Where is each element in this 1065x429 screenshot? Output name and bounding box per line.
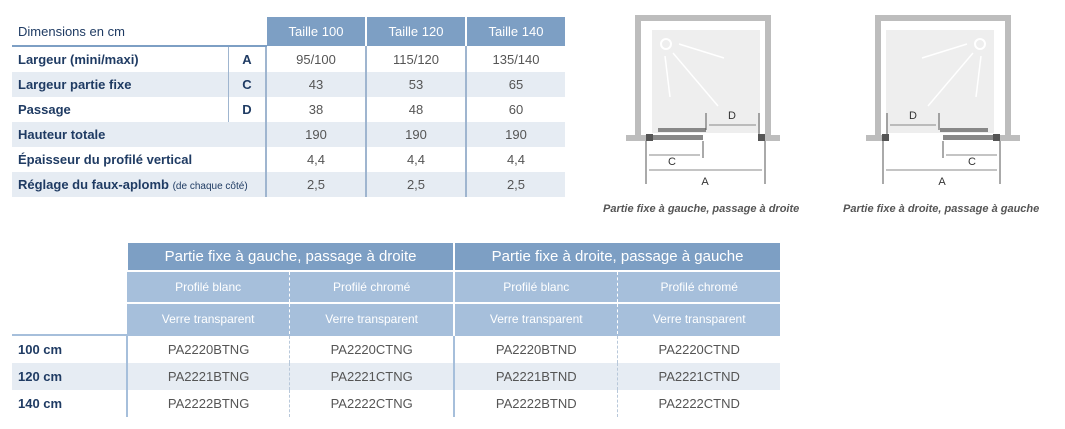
table-row: Réglage du faux-aplomb (de chaque côté) 2… bbox=[12, 172, 565, 197]
label-a: A bbox=[701, 176, 709, 188]
empty-cell bbox=[12, 303, 127, 335]
row-label-text: Réglage du faux-aplomb bbox=[18, 177, 169, 192]
product-code: PA2220BTND bbox=[453, 334, 618, 363]
cell-value: 135/140 bbox=[465, 46, 565, 72]
row-label-text: Largeur (mini/maxi) bbox=[18, 52, 139, 67]
row-label-text: Largeur partie fixe bbox=[18, 77, 132, 92]
row-label: Épaisseur du profilé vertical bbox=[12, 147, 266, 172]
row-label-text: Épaisseur du profilé vertical bbox=[18, 152, 193, 167]
row-label: Passage bbox=[12, 97, 229, 122]
glass-header: Verre transparent bbox=[453, 302, 618, 335]
row-note: (de chaque côté) bbox=[172, 181, 248, 192]
product-code: PA2220CTNG bbox=[289, 334, 455, 363]
product-code: PA2222CTNG bbox=[289, 390, 455, 417]
cell-value: 95/100 bbox=[265, 46, 366, 72]
profile-header: Profilé chromé bbox=[289, 270, 455, 303]
product-code: PA2222BTNG bbox=[126, 390, 290, 417]
row-label: Hauteur totale bbox=[12, 122, 266, 147]
cell-value: 43 bbox=[265, 72, 366, 97]
dimension-letter: D bbox=[228, 97, 266, 122]
diagram-fixed-right: D C A bbox=[866, 15, 1020, 188]
references-table: Partie fixe à gauche, passage à droite P… bbox=[12, 243, 780, 417]
product-code: PA2221BTNG bbox=[126, 363, 290, 390]
table-row: 140 cm PA2222BTNG PA2222CTNG PA2222BTND PA22… bbox=[12, 390, 780, 417]
dimension-letter: C bbox=[228, 72, 266, 97]
label-d: D bbox=[909, 110, 917, 122]
table-row: 100 cm PA2220BTNG PA2220CTNG PA2220BTND PA22… bbox=[12, 334, 780, 363]
size-label: 100 cm bbox=[12, 334, 127, 363]
glass-header: Verre transparent bbox=[127, 302, 290, 335]
group-header: Partie fixe à gauche, passage à droite bbox=[125, 243, 455, 271]
table-row: Épaisseur du profilé vertical 4,4 4,4 4,4 bbox=[12, 147, 565, 172]
table-row: 120 cm PA2221BTNG PA2221CTNG PA2221BTND PA22… bbox=[12, 363, 780, 390]
diagram-fixed-left: D C A bbox=[626, 15, 780, 188]
cell-value: 190 bbox=[265, 122, 366, 147]
cell-value: 4,4 bbox=[265, 147, 366, 172]
profile-header: Profilé blanc bbox=[127, 270, 290, 303]
cell-value: 2,5 bbox=[365, 172, 466, 197]
cell-value: 4,4 bbox=[465, 147, 565, 172]
cell-value: 53 bbox=[365, 72, 466, 97]
empty-cell bbox=[12, 243, 127, 271]
cell-value: 190 bbox=[465, 122, 565, 147]
cell-value: 2,5 bbox=[465, 172, 565, 197]
table-row: Largeur partie fixe C 43 53 65 bbox=[12, 72, 565, 97]
cell-value: 190 bbox=[365, 122, 466, 147]
cell-value: 38 bbox=[265, 97, 366, 122]
size-label: 140 cm bbox=[12, 390, 127, 417]
row-label: Largeur (mini/maxi) bbox=[12, 46, 229, 72]
row-label: Réglage du faux-aplomb (de chaque côté) bbox=[12, 172, 266, 197]
col-header: Taille 140 bbox=[465, 17, 565, 46]
product-code: PA2221CTND bbox=[617, 363, 780, 390]
product-code: PA2220BTNG bbox=[126, 334, 290, 363]
cell-value: 65 bbox=[465, 72, 565, 97]
table-row: Hauteur totale 190 190 190 bbox=[12, 122, 565, 147]
row-label: Largeur partie fixe bbox=[12, 72, 229, 97]
profile-header: Profilé chromé bbox=[617, 270, 780, 303]
row-label-text: Passage bbox=[18, 102, 71, 117]
diagram-caption: Partie fixe à gauche, passage à droite bbox=[603, 203, 800, 215]
glass-header: Verre transparent bbox=[289, 302, 455, 335]
diagram-caption: Partie fixe à droite, passage à gauche bbox=[843, 203, 1040, 215]
product-code: PA2222CTND bbox=[617, 390, 780, 417]
size-label-text: 100 cm bbox=[18, 342, 63, 357]
dimension-letter: A bbox=[228, 46, 266, 72]
cell-value: 60 bbox=[465, 97, 565, 122]
table-row: Largeur (mini/maxi) A 95/100 115/120 135/140 bbox=[12, 46, 565, 72]
product-code: PA2220CTND bbox=[617, 334, 780, 363]
product-code: PA2221BTND bbox=[453, 363, 618, 390]
size-label-text: 120 cm bbox=[18, 369, 63, 384]
product-code: PA2221CTNG bbox=[289, 363, 455, 390]
label-c: C bbox=[668, 156, 676, 168]
dimensions-label: Dimensions en cm bbox=[12, 17, 266, 47]
glass-header: Verre transparent bbox=[617, 302, 780, 335]
size-label-text: 140 cm bbox=[18, 396, 63, 411]
size-label: 120 cm bbox=[12, 363, 127, 390]
table-row: Passage D 38 48 60 bbox=[12, 97, 565, 122]
group-header: Partie fixe à droite, passage à gauche bbox=[453, 243, 780, 271]
row-label-text: Hauteur totale bbox=[18, 127, 106, 142]
cell-value: 4,4 bbox=[365, 147, 466, 172]
label-d: D bbox=[728, 110, 736, 122]
empty-cell bbox=[12, 271, 127, 303]
label-a: A bbox=[938, 176, 946, 188]
col-header: Taille 100 bbox=[265, 17, 366, 46]
shower-diagrams: D C A D C A bbox=[626, 15, 1020, 188]
col-header: Taille 120 bbox=[365, 17, 466, 46]
label-c: C bbox=[968, 156, 976, 168]
dimensions-table: Dimensions en cm Taille 100 Taille 120 T… bbox=[12, 17, 565, 197]
product-code: PA2222BTND bbox=[453, 390, 618, 417]
cell-value: 2,5 bbox=[265, 172, 366, 197]
cell-value: 115/120 bbox=[365, 46, 466, 72]
profile-header: Profilé blanc bbox=[453, 270, 618, 303]
cell-value: 48 bbox=[365, 97, 466, 122]
